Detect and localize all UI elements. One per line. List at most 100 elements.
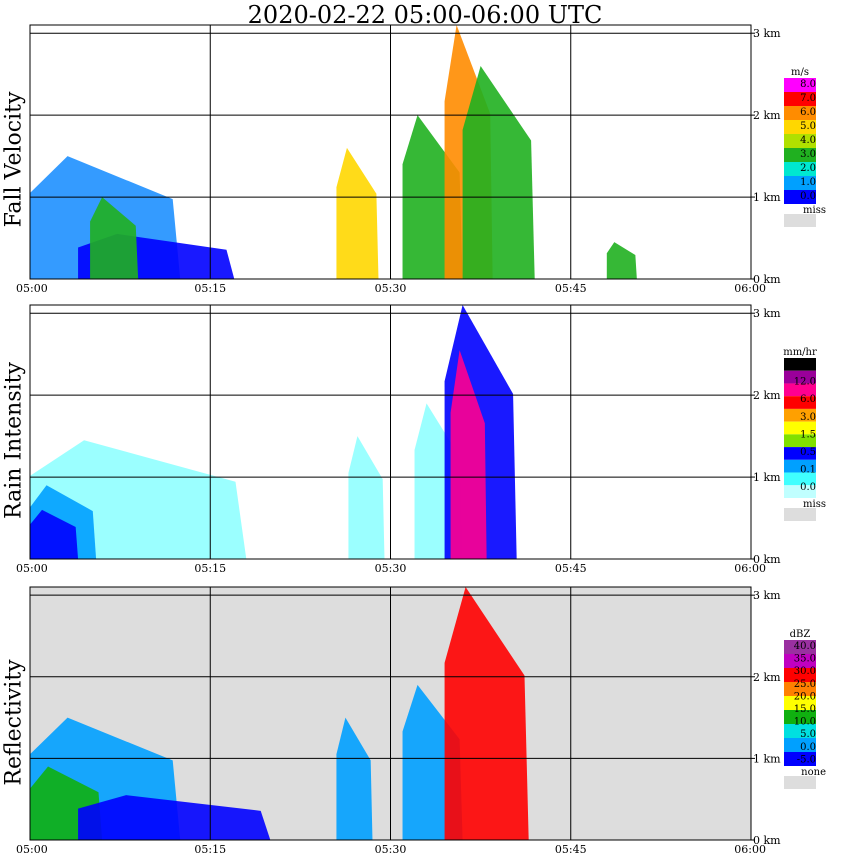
panel-2-legend-swatch-1 bbox=[784, 654, 816, 668]
panel-0-legend-level-1: 7.0 bbox=[800, 93, 816, 104]
panel-0-legend-level-2: 6.0 bbox=[800, 107, 816, 118]
panel-1-xtick-label-4: 06:00 bbox=[734, 562, 766, 575]
panel-1-ytick-label-2: 2 km bbox=[753, 389, 781, 402]
panel-2-legend-swatch-6 bbox=[784, 724, 816, 738]
panel-2-ytick-label-0: 0 km bbox=[753, 834, 781, 847]
panel-0-xtick-label-2: 05:30 bbox=[375, 282, 407, 295]
panel-0-legend-level-4: 4.0 bbox=[800, 135, 816, 146]
panel-1-legend-swatch-7 bbox=[784, 447, 816, 460]
panel-1-legend-swatch-1 bbox=[784, 370, 816, 384]
panel-0-legend-swatch-7 bbox=[784, 176, 816, 190]
panel-1-legend-swatch-3 bbox=[784, 396, 816, 409]
panel-2-frame bbox=[29, 586, 752, 841]
panel-0-echo-7 bbox=[606, 242, 637, 279]
panel-2-legend-level-3: 25.0 bbox=[794, 679, 816, 690]
panel-0-legend-swatch-2 bbox=[784, 106, 816, 120]
panel-1-ytick-label-0: 0 km bbox=[753, 553, 781, 566]
panel-1-xtick-label-2: 05:30 bbox=[375, 562, 407, 575]
panel-0-xtick-label-0: 05:00 bbox=[16, 282, 48, 295]
panel-1-legend-swatch-5 bbox=[784, 421, 816, 435]
panel-2-legend-swatch-5 bbox=[784, 710, 816, 724]
panel-1-legend-swatch-9 bbox=[784, 472, 816, 486]
chart-title: 2020-02-22 05:00-06:00 UTC bbox=[247, 1, 603, 29]
panel-1-legend-swatch-0 bbox=[784, 358, 816, 371]
panel-1-xtick-label-1: 05:15 bbox=[194, 562, 226, 575]
panel-0-legend-swatch-5 bbox=[784, 148, 816, 162]
panel-1-legend-level-2: 6.0 bbox=[800, 394, 816, 405]
panel-2-legend-swatch-4 bbox=[784, 696, 816, 710]
panel-2-legend-level-5: 15.0 bbox=[794, 704, 816, 715]
panel-0-echo-6 bbox=[462, 65, 535, 279]
panel-0-legend-swatch-8 bbox=[784, 190, 816, 204]
panel-2-xtick-label-1: 05:15 bbox=[194, 843, 226, 856]
panel-0-legend-swatch-4 bbox=[784, 134, 816, 148]
panel-1-ytick-label-3: 3 km bbox=[753, 307, 781, 320]
panel-0-legend-level-7: 1.0 bbox=[800, 177, 816, 188]
panel-2-legend-swatch-0 bbox=[784, 640, 816, 654]
panel-1-legend-level-4: 1.5 bbox=[800, 429, 816, 440]
panel-2-legend-level-0: 40.0 bbox=[794, 641, 816, 652]
panel-1-xtick-label-3: 05:45 bbox=[555, 562, 587, 575]
panel-0-xtick-label-4: 06:00 bbox=[734, 282, 766, 295]
panel-2-legend-missing-swatch bbox=[784, 776, 816, 789]
panel-2-legend-level-6: 10.0 bbox=[794, 717, 816, 728]
panel-2-legend-missing-label: none bbox=[801, 767, 826, 778]
panel-0-legend-level-8: 0.0 bbox=[800, 191, 816, 202]
panel-0-legend-swatch-6 bbox=[784, 162, 816, 176]
panel-0-ytick-label-3: 3 km bbox=[753, 27, 781, 40]
panel-0-legend-missing-label: miss bbox=[803, 205, 826, 216]
panel-0-legend-swatch-1 bbox=[784, 92, 816, 106]
panel-1-echo-6 bbox=[450, 350, 487, 559]
panel-2-xtick-label-0: 05:00 bbox=[16, 843, 48, 856]
panel-2-echo-2 bbox=[78, 795, 271, 840]
panel-0-echo-2 bbox=[90, 197, 139, 279]
panel-0-echo-3 bbox=[336, 147, 379, 279]
panel-2-ytick-label-2: 2 km bbox=[753, 671, 781, 684]
panel-2-echo-3 bbox=[336, 717, 373, 840]
panel-2-legend-level-7: 5.0 bbox=[800, 729, 816, 740]
panel-2-echo-5 bbox=[444, 587, 529, 840]
panel-1-legend-level-1: 12.0 bbox=[794, 377, 816, 388]
panel-2-legend-level-9: -5.0 bbox=[797, 754, 816, 765]
panel-2-legend-swatch-3 bbox=[784, 682, 816, 696]
panel-2-xtick-label-3: 05:45 bbox=[555, 843, 587, 856]
panel-1-legend-level-7: 0.0 bbox=[800, 482, 816, 493]
panel-1-legend-unit: mm/hr bbox=[783, 347, 817, 358]
panel-0-xtick-label-3: 05:45 bbox=[555, 282, 587, 295]
panel-1-legend-missing-swatch bbox=[784, 508, 816, 521]
panel-0-legend-level-6: 2.0 bbox=[800, 163, 816, 174]
panel-2-legend-swatch-7 bbox=[784, 738, 816, 752]
panel-2-legend-swatch-8 bbox=[784, 752, 816, 766]
panel-2-legend-swatch-2 bbox=[784, 668, 816, 682]
panel-0-xtick-label-1: 05:15 bbox=[194, 282, 226, 295]
panel-1-legend-level-3: 3.0 bbox=[800, 412, 816, 423]
panel-2-legend-level-1: 35.0 bbox=[794, 654, 816, 665]
panel-1-legend-level-6: 0.1 bbox=[800, 465, 816, 476]
panel-2-legend-level-2: 30.0 bbox=[794, 666, 816, 677]
panel-1-echo-3 bbox=[348, 436, 385, 559]
panel-1-legend-swatch-4 bbox=[784, 408, 816, 422]
panel-1-legend-swatch-2 bbox=[784, 383, 816, 397]
panel-0-ytick-label-1: 1 km bbox=[753, 191, 781, 204]
panel-1-legend-level-5: 0.5 bbox=[800, 447, 816, 458]
panel-2-xtick-label-4: 06:00 bbox=[734, 843, 766, 856]
panel-0-legend-level-0: 8.0 bbox=[800, 79, 816, 90]
panel-0-legend-level-3: 5.0 bbox=[800, 121, 816, 132]
panel-2-ytick-label-1: 1 km bbox=[753, 752, 781, 765]
panel-0-legend-unit: m/s bbox=[791, 67, 809, 78]
panel-1-legend-swatch-10 bbox=[784, 485, 816, 498]
panel-2-legend-level-4: 20.0 bbox=[794, 691, 816, 702]
panel-1-xtick-label-0: 05:00 bbox=[16, 562, 48, 575]
panel-0-legend-missing-swatch bbox=[784, 214, 816, 227]
panel-1-frame bbox=[29, 304, 752, 560]
panel-0-legend-swatch-3 bbox=[784, 120, 816, 134]
panel-0-frame bbox=[29, 24, 752, 280]
panel-2-legend-level-8: 0.0 bbox=[800, 742, 816, 753]
panel-1-legend-level-0: 48.0 bbox=[794, 359, 816, 370]
panel-0-ytick-label-2: 2 km bbox=[753, 109, 781, 122]
panel-2-xtick-label-2: 05:30 bbox=[375, 843, 407, 856]
panel-0-legend-level-5: 3.0 bbox=[800, 149, 816, 160]
panel-2-legend-unit: dBZ bbox=[790, 629, 811, 640]
panel-1-echo-2 bbox=[30, 509, 79, 559]
